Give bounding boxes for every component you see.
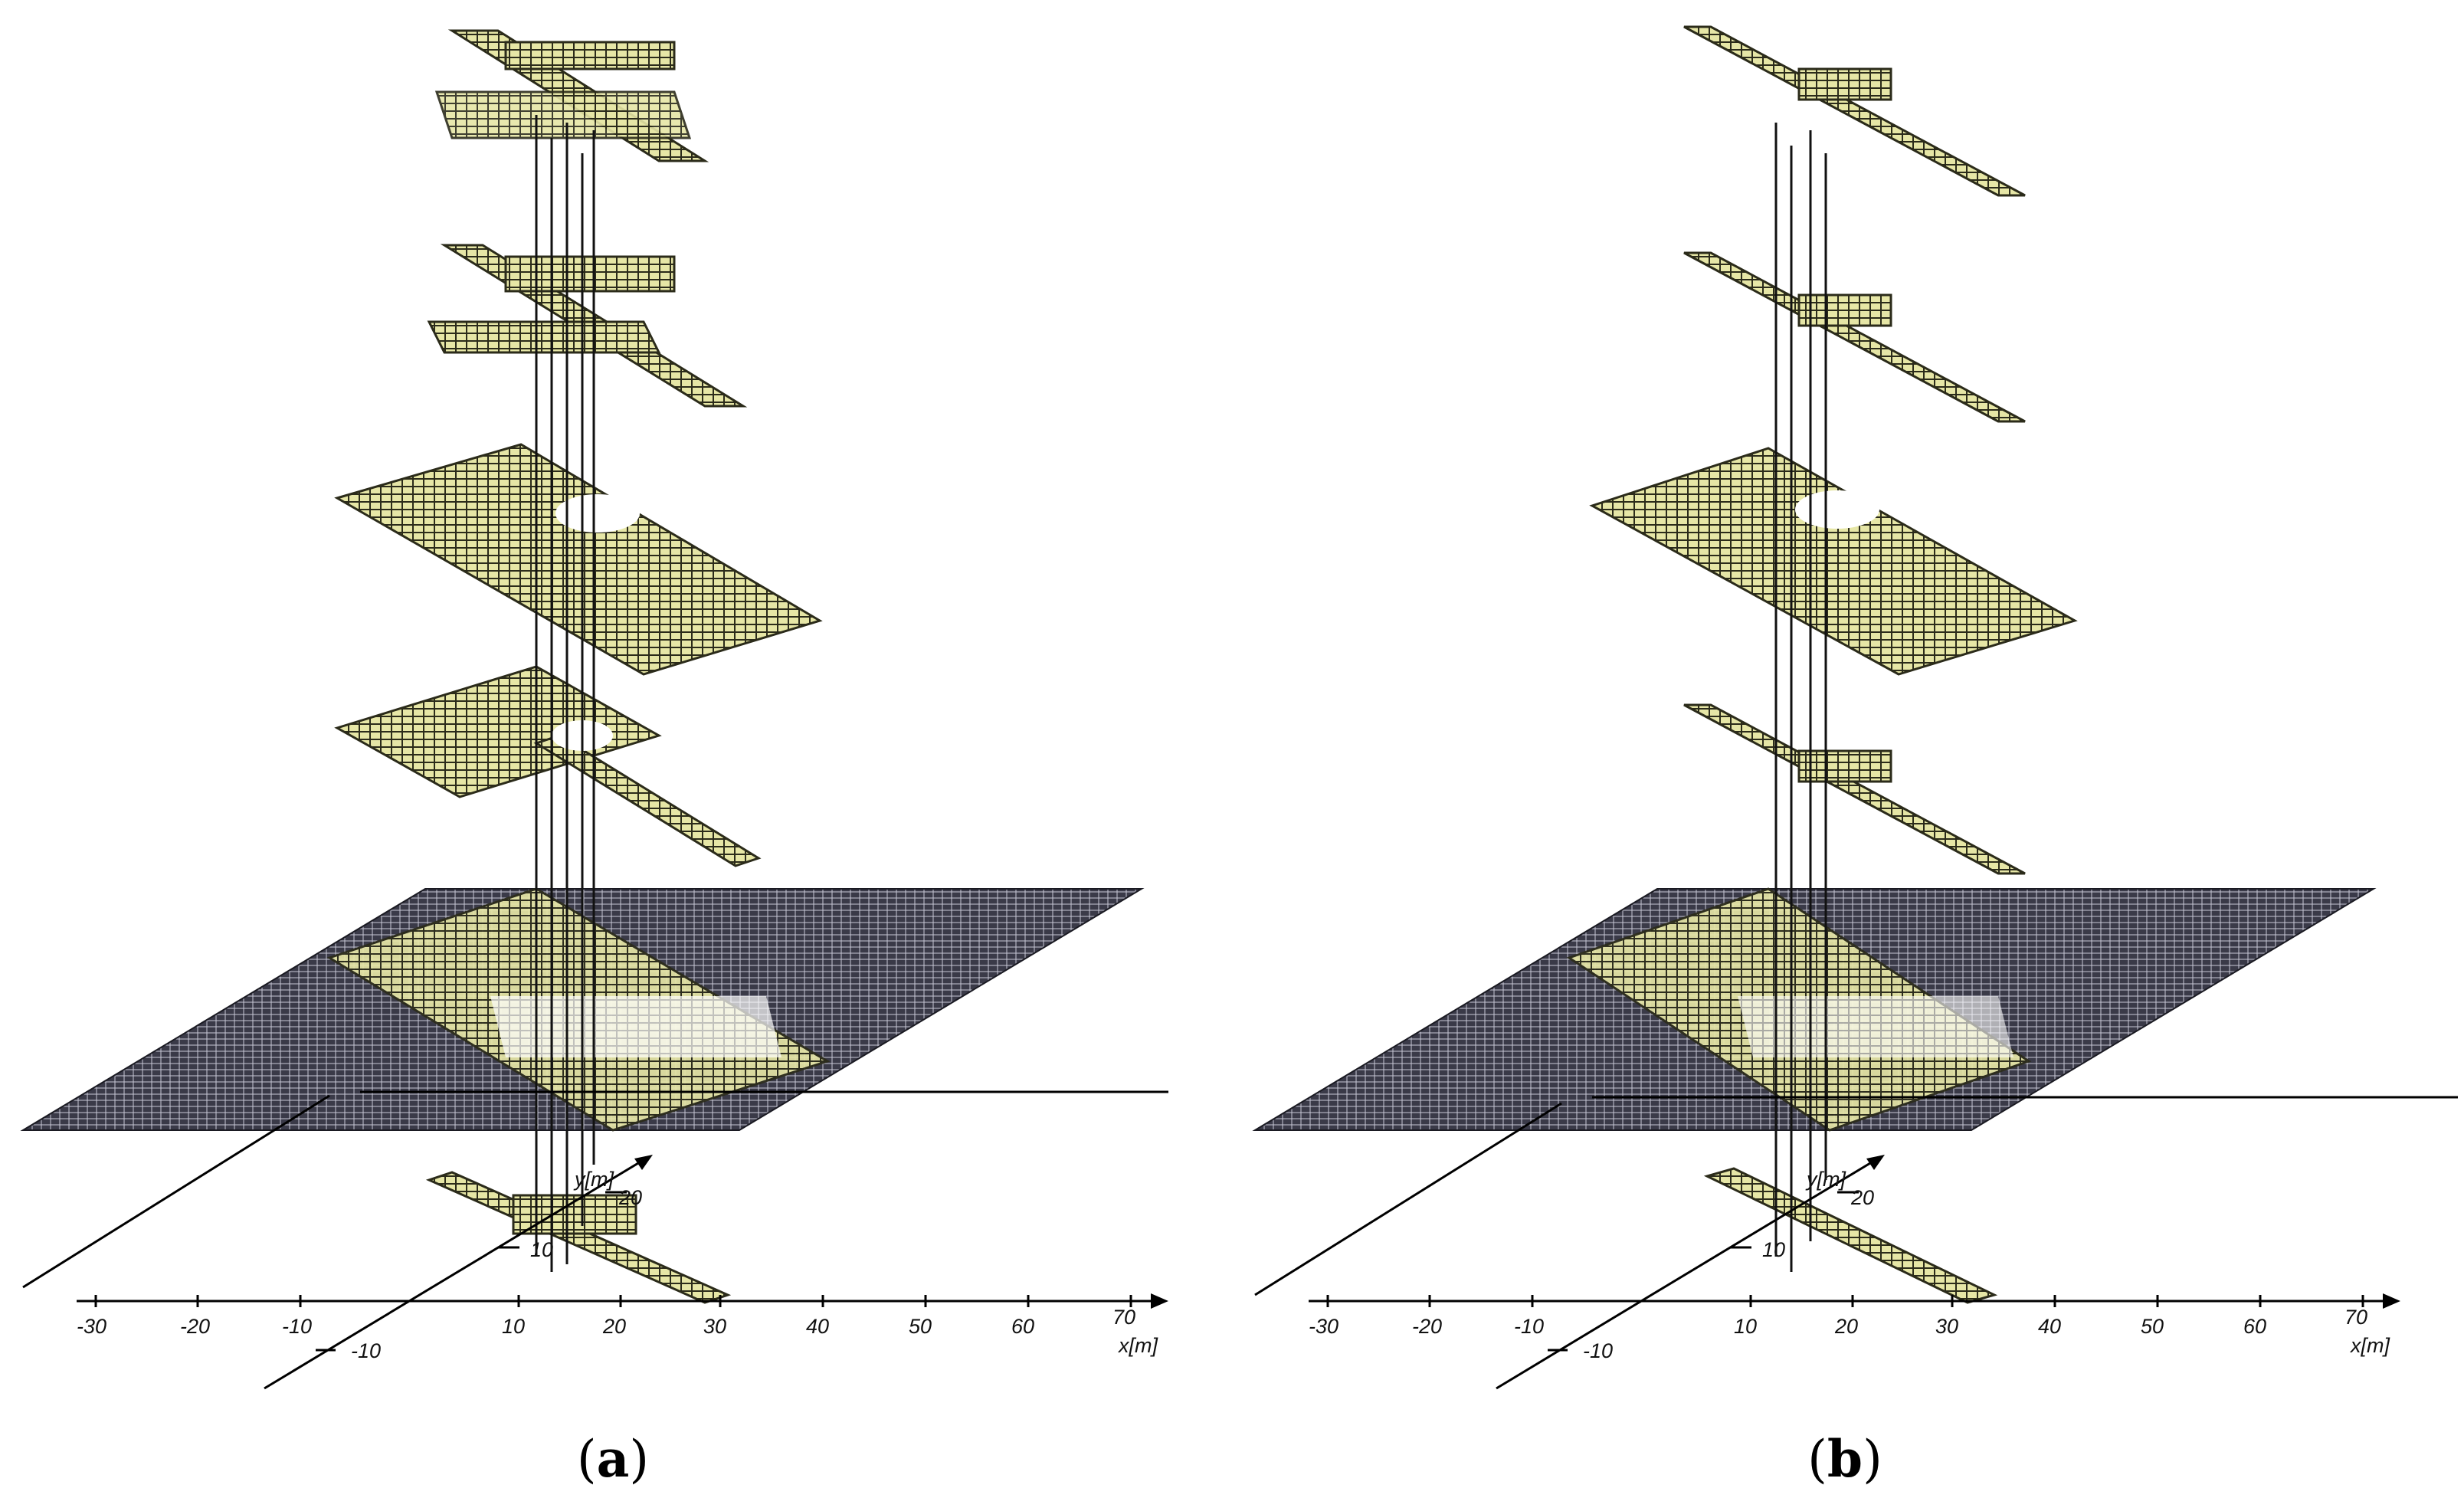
reference-line-long (22, 1094, 330, 1289)
vertical-links (535, 115, 595, 1272)
x-tick-label: 20 (1834, 1315, 1858, 1338)
axes: -30 -20 -10 10 20 30 40 50 60 70 x[m] -1… (22, 1090, 1168, 1390)
x-tick-label: 20 (602, 1315, 626, 1338)
x-axis-arrow (2383, 1293, 2400, 1309)
x-tick-label: 40 (2038, 1315, 2061, 1338)
floor-level-basement (425, 1171, 732, 1304)
floor-level-4 (334, 665, 762, 867)
x-tick-label: -10 (1514, 1315, 1544, 1338)
x-tick-label: -30 (1309, 1315, 1338, 1338)
x-axis-arrow (1151, 1293, 1168, 1309)
y-axis-line (264, 1159, 643, 1390)
x-tick-label: 30 (1935, 1315, 1958, 1338)
y-axis-label: y[m] (573, 1168, 614, 1191)
y-tick-label: 10 (530, 1238, 553, 1261)
y-tick-label: 20 (1850, 1186, 1874, 1209)
x-tick-label: -20 (1412, 1315, 1442, 1338)
x-tick-label: -30 (77, 1315, 106, 1338)
panel-caption-b: (b) (1807, 1429, 1882, 1489)
x-axis-label: x[m] (2349, 1334, 2390, 1357)
x-tick-label: 10 (502, 1315, 525, 1338)
floor-level-7 (434, 29, 709, 162)
axes: -30 -20 -10 10 20 30 40 50 60 70 x[m] -1… (1254, 1096, 2458, 1390)
floor-level-4 (1683, 703, 2026, 875)
x-tick-label: 40 (806, 1315, 829, 1338)
floor-level-6 (1683, 251, 2026, 423)
floor-level-basement (1703, 1167, 1998, 1304)
x-tick-label: 70 (2344, 1306, 2367, 1329)
x-tick-label: -10 (282, 1315, 312, 1338)
model-drawing-b: -30 -20 -10 10 20 30 40 50 60 70 x[m] -1… (1252, 25, 2458, 1390)
x-tick-label: -20 (180, 1315, 210, 1338)
reference-line-long (1254, 1102, 1562, 1296)
floor-level-5 (1589, 447, 2078, 676)
ground-plane (1252, 887, 2377, 1132)
y-tick-label: 20 (618, 1186, 642, 1209)
x-tick-label: 50 (2141, 1315, 2164, 1338)
y-axis-line (1496, 1159, 1875, 1390)
y-axis-arrow (634, 1155, 653, 1170)
panel-caption-a: (a) (576, 1429, 650, 1489)
x-tick-label: 10 (1734, 1315, 1757, 1338)
x-tick-label: 50 (909, 1315, 932, 1338)
panel-a: -30 -20 -10 10 20 30 40 50 60 70 x[m] -1… (20, 29, 1168, 1489)
x-tick-label: 60 (2243, 1315, 2266, 1338)
y-axis-label: y[m] (1805, 1168, 1846, 1191)
y-tick-label: 10 (1762, 1238, 1785, 1261)
x-tick-label: 70 (1112, 1306, 1135, 1329)
vertical-links (1774, 123, 1827, 1272)
x-tick-label: 30 (703, 1315, 726, 1338)
y-tick-label: -10 (351, 1339, 381, 1362)
floor-level-7 (1683, 25, 2026, 197)
x-tick-label: 60 (1011, 1315, 1034, 1338)
x-axis-label: x[m] (1117, 1334, 1158, 1357)
floor-level-5 (334, 443, 823, 676)
floor-level-6 (427, 244, 748, 408)
model-drawing-a: -30 -20 -10 10 20 30 40 50 60 70 x[m] -1… (20, 29, 1168, 1390)
panel-b: -30 -20 -10 10 20 30 40 50 60 70 x[m] -1… (1232, 0, 2464, 1511)
y-tick-label: -10 (1583, 1339, 1613, 1362)
y-axis-arrow (1866, 1155, 1885, 1170)
